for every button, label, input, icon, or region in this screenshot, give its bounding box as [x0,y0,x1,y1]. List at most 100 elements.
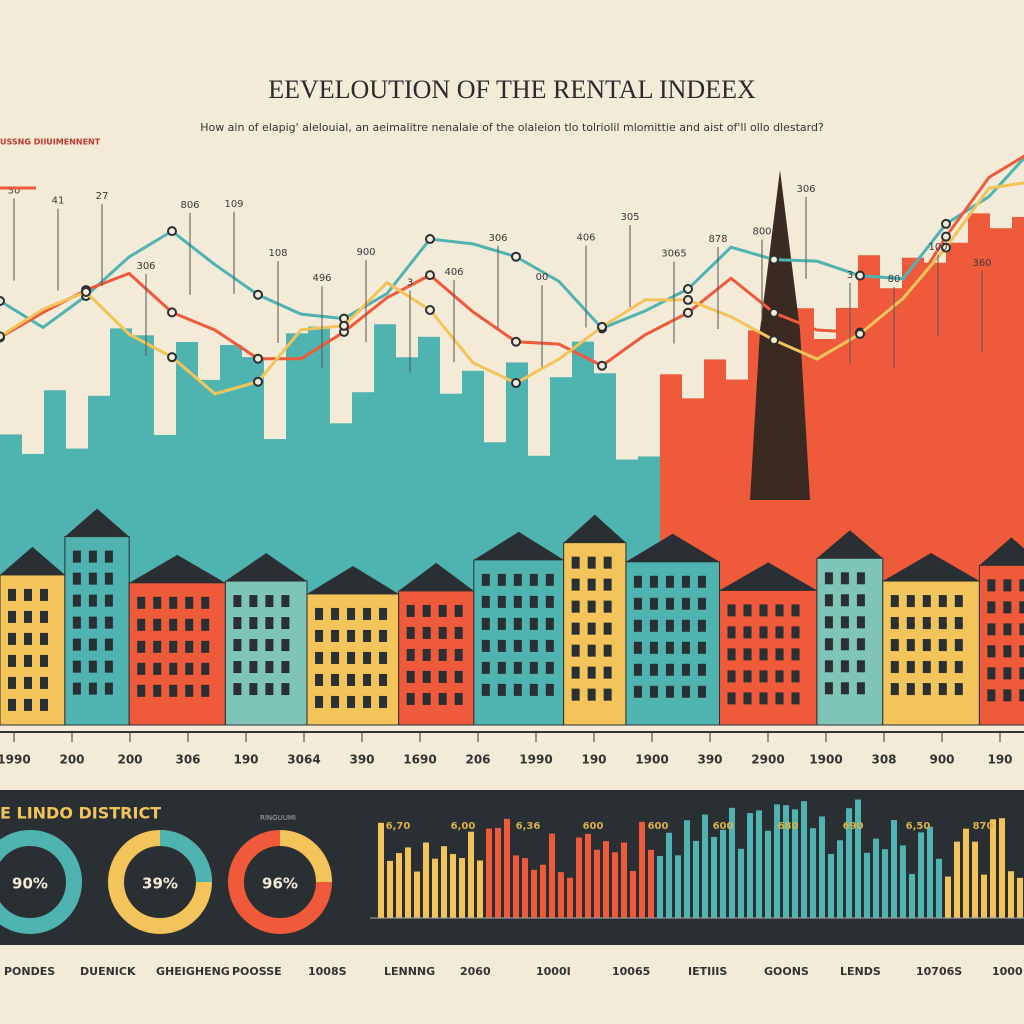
window [513,639,522,652]
window [153,618,162,631]
trend-point [855,270,865,281]
roof [307,565,399,594]
window [249,683,258,696]
window [169,662,178,675]
window [72,682,81,695]
axis-label: 306 [175,753,200,767]
window [938,661,947,674]
spire [750,170,810,500]
window [481,639,490,652]
window [759,692,768,705]
window [681,663,690,676]
window [1019,667,1024,680]
window [438,692,447,705]
window [454,626,463,639]
window [315,629,324,642]
panel-bar [900,845,906,918]
bar-label: 870 [973,821,994,832]
window [331,695,340,708]
window [72,594,81,607]
window [697,685,706,698]
window [201,596,210,609]
trend-point [0,295,5,306]
window [681,619,690,632]
window [249,595,258,608]
roof [64,508,130,537]
footer-label: DUENICK [80,965,136,978]
window [315,607,324,620]
trend-point [425,234,435,245]
window [649,575,658,588]
window [665,619,674,632]
window [153,640,162,653]
window [104,550,113,563]
panel-bar [594,849,600,918]
window [169,618,178,631]
window [791,670,800,683]
window [233,617,242,630]
window [938,683,947,696]
window [233,661,242,674]
window [922,683,931,696]
window [890,595,899,608]
panel-bar [540,864,546,918]
window [169,596,178,609]
window [265,617,274,630]
window [88,660,97,673]
panel-bar [549,833,555,918]
window [571,688,580,701]
window [406,692,415,705]
window [24,632,32,645]
window [513,661,522,674]
panel-bar [477,860,483,918]
panel-bar [675,855,681,918]
window [856,682,865,695]
window [40,654,48,667]
panel-bar [873,838,879,918]
panel-bar [891,820,897,918]
window [422,626,431,639]
window [649,663,658,676]
window [281,617,290,630]
panel-bar [693,840,699,918]
panel-bar [1008,871,1014,918]
window [571,556,580,569]
window [315,695,324,708]
window [315,651,324,664]
window [104,616,113,629]
window [1003,645,1012,658]
window [759,604,768,617]
window [587,688,596,701]
window [454,604,463,617]
panel-bar [657,856,663,918]
window [681,575,690,588]
axis-label: 190 [987,753,1012,767]
window [481,683,490,696]
axis-label: 308 [871,753,896,767]
bar-label: 6,00 [451,821,476,832]
panel-bar [522,858,528,918]
window [265,683,274,696]
trend-point [511,378,521,389]
panel-bar [405,847,411,918]
window [88,594,97,607]
window [331,673,340,686]
footer-label: IETIIIS [688,965,727,978]
axis-label: 2900 [751,753,784,767]
window [571,600,580,613]
window [481,573,490,586]
trend-point [597,360,607,371]
panel-bar [702,814,708,918]
point-label: 00 [536,272,549,283]
window [603,644,612,657]
donut-label: 90% [12,875,48,893]
window [363,607,372,620]
trend-point [511,251,521,262]
window [633,641,642,654]
window [40,588,48,601]
window [363,629,372,642]
footer-label: LENDS [840,965,881,978]
window [824,660,833,673]
point-label: 3065 [661,248,686,259]
trend-point [769,307,779,318]
